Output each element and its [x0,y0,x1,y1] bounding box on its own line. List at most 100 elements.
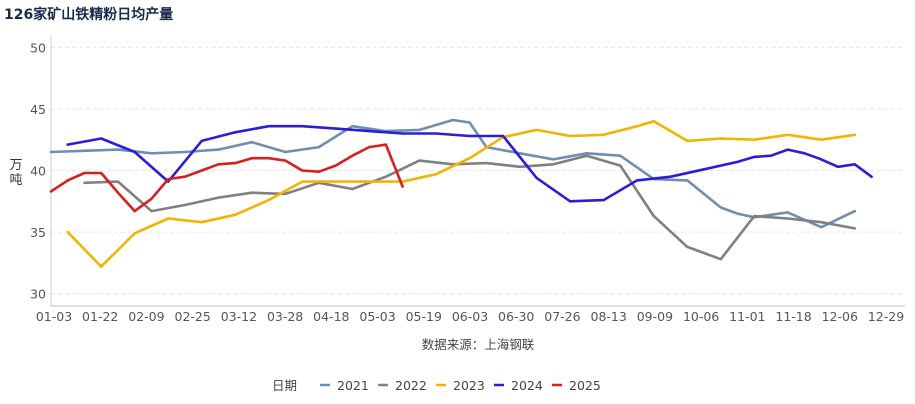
data-point [150,152,153,155]
data-point [83,171,86,175]
data-point [635,125,639,128]
data-point [585,154,588,157]
data-point [719,258,722,261]
data-point [234,213,237,216]
data-point [803,152,806,155]
data-point [250,191,254,194]
data-point [769,213,773,216]
data-point [719,206,722,209]
data-point [217,196,220,199]
data-point [652,214,655,218]
data-point [535,176,538,180]
data-point [317,170,321,173]
data-point [200,221,203,224]
x-tick-label: 06-30 [498,309,534,324]
series-2025 [49,143,404,213]
data-point [167,217,170,220]
data-point [384,175,388,178]
data-point [820,221,823,224]
x-tick-label: 08-13 [591,309,627,324]
data-point [334,180,337,183]
data-point [719,137,722,140]
data-point [568,134,572,138]
data-point [100,265,103,268]
legend-item-2024: 2024 [494,378,543,393]
data-point [786,211,789,214]
data-point [116,191,120,194]
legend-item-2022: 2022 [378,378,427,393]
x-tick-label: 02-09 [128,309,164,324]
legend-item-2025: 2025 [552,378,601,393]
data-point [401,132,404,135]
data-point [66,143,69,146]
x-tick-label: 03-28 [267,309,303,324]
data-point [217,148,220,151]
legend-item-2021: 2021 [320,378,369,393]
data-point [602,133,605,136]
data-point [501,134,505,138]
data-point [451,118,455,122]
legend-item-2023: 2023 [436,378,485,393]
x-tick-label: 10-06 [683,309,719,324]
data-point [284,159,287,162]
data-point [434,132,438,135]
data-point [753,155,756,159]
data-point [49,150,53,154]
data-point [401,185,404,188]
data-point [619,164,622,167]
data-point [217,163,220,166]
data-point [820,226,823,229]
data-point [368,180,371,183]
data-point [234,131,237,134]
data-point [49,190,53,193]
data-point [853,227,856,230]
data-point [853,209,856,213]
data-point [468,121,471,124]
series-2022 [83,154,857,261]
axes [50,35,905,307]
data-point [116,148,120,151]
data-point [183,203,187,207]
x-tick-label: 06-03 [452,309,488,324]
legend-label: 2023 [453,378,485,393]
data-point [468,157,471,160]
data-point [468,134,471,138]
data-point [635,179,639,182]
data-point [686,245,689,249]
data-point [317,145,321,149]
data-point [334,164,337,167]
data-point [267,198,270,202]
data-point [267,125,270,128]
data-point [200,139,203,143]
x-tick-label: 07-26 [544,309,580,324]
data-point [619,154,622,157]
series-2023 [66,119,857,268]
data-point [351,154,354,157]
data-point [384,143,388,146]
data-point [518,152,522,155]
data-point [351,187,354,191]
legend-label: 2024 [511,378,543,393]
data-point [301,125,304,128]
y-tick-label: 50 [30,40,46,55]
data-point [652,120,655,123]
data-point [83,181,86,184]
data-point [518,165,522,168]
data-point [284,192,287,196]
series-lines [49,118,873,268]
data-point [150,197,153,200]
data-point [418,159,421,162]
data-point [66,179,69,182]
data-point [250,141,254,144]
data-point [786,133,789,136]
data-point [602,198,605,202]
x-tick-label: 12-29 [868,309,904,324]
data-point [585,152,588,155]
data-point [167,177,170,181]
data-point [133,209,136,213]
x-axis-label: 数据来源：上海钢联 [422,337,535,352]
data-point [820,138,823,141]
series-2024 [66,124,873,203]
x-tick-label: 11-18 [775,309,811,324]
